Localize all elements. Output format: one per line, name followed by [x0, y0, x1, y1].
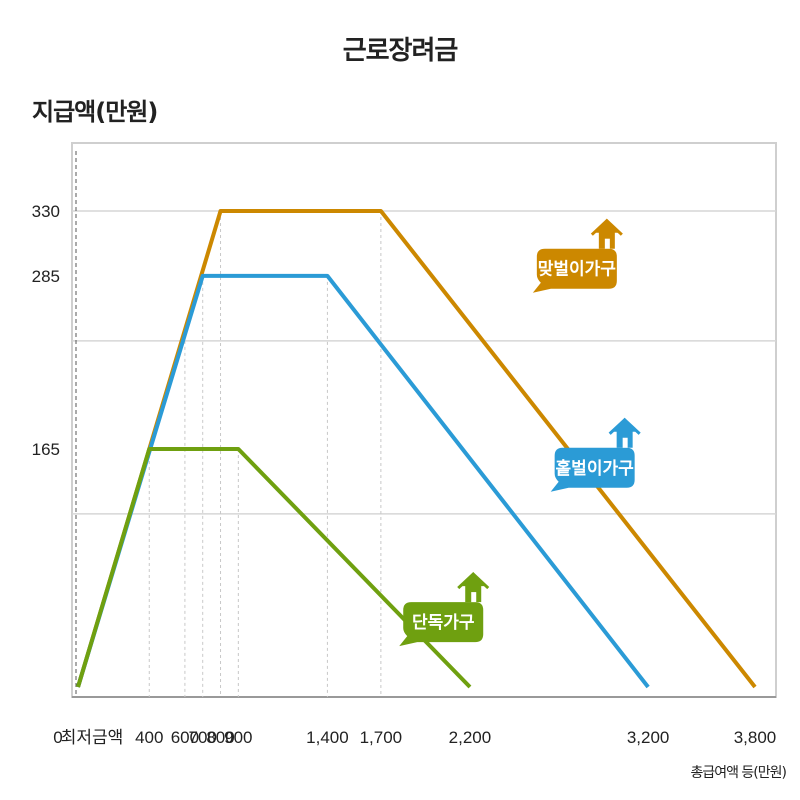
x-tick-label: 900	[224, 728, 252, 747]
series-label-bubble	[532, 248, 617, 293]
house-roof-icon	[608, 417, 641, 435]
y-axis-title: 지급액(만원)	[32, 98, 158, 126]
series-label: 맞벌이가구	[538, 260, 617, 280]
series-label: 단독가구	[412, 613, 475, 633]
x-tick-label: 600	[171, 728, 199, 747]
series-line	[76, 447, 472, 689]
x-axis-title: 총급여액 등(만원)	[690, 765, 787, 781]
series-label-bubble	[399, 602, 484, 647]
house-door-icon	[471, 592, 477, 603]
house-roof-icon	[457, 572, 490, 590]
house-door-icon	[604, 238, 610, 249]
x-tick-label: 3,800	[734, 728, 777, 747]
series-label: 홑벌이가구	[556, 458, 635, 479]
x-tick-label: 0	[53, 728, 62, 747]
series-label-bubble	[550, 447, 635, 492]
x-tick-label: 400	[135, 728, 163, 747]
chart-title: 근로장려금	[342, 36, 459, 66]
x-tick-label: 3,200	[627, 728, 670, 747]
x-tick-label: 700	[189, 728, 217, 747]
house-door-icon	[622, 437, 628, 448]
x-tick-label: 800	[206, 728, 234, 747]
x-tick-label: 1,700	[360, 728, 403, 747]
x-tick-label: 2,200	[449, 728, 492, 747]
x-tick-label: 1,400	[306, 728, 349, 747]
house-roof-icon	[590, 218, 623, 236]
y-tick-label: 285	[32, 267, 60, 286]
y-tick-label: 330	[32, 202, 60, 221]
x-tick-label: 최저금액	[61, 728, 124, 747]
y-tick-label: 165	[32, 440, 60, 459]
